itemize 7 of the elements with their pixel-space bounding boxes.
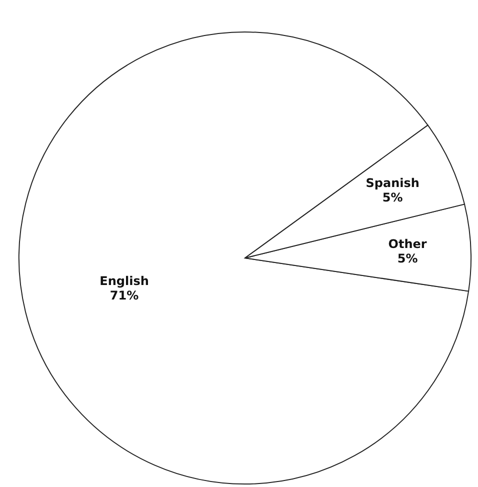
pie-slice <box>18 32 470 484</box>
data-label: 71% <box>110 288 139 303</box>
data-label: 5% <box>382 190 403 205</box>
data-label: 5% <box>397 251 418 266</box>
slice-label: Other <box>388 237 427 252</box>
slice-label: Spanish <box>366 176 420 190</box>
slice-label: English <box>100 274 149 288</box>
